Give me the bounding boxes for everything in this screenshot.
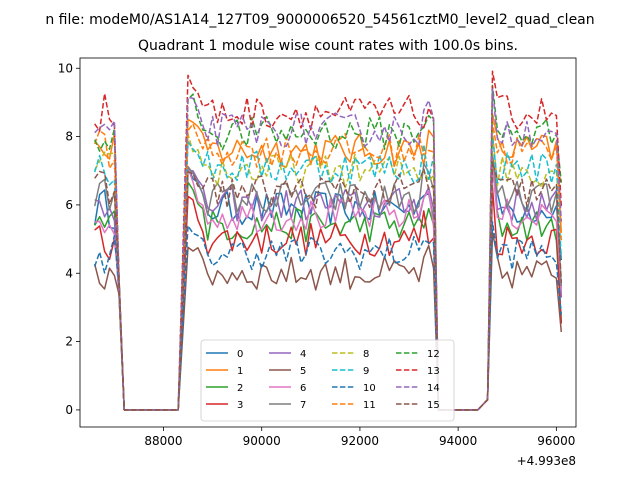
x-tick-label: 96000 bbox=[537, 434, 575, 448]
legend-label-8: 8 bbox=[363, 349, 369, 360]
legend-label-2: 2 bbox=[237, 383, 243, 394]
legend-frame bbox=[200, 339, 455, 422]
legend-label-9: 9 bbox=[363, 366, 369, 377]
y-tick-label: 0 bbox=[65, 403, 73, 417]
legend-label-6: 6 bbox=[300, 383, 306, 394]
x-offset-text: +4.993e8 bbox=[517, 454, 576, 468]
legend-label-15: 15 bbox=[427, 400, 440, 411]
axes-frame bbox=[79, 57, 577, 428]
x-tick-label: 90000 bbox=[243, 434, 281, 448]
y-tick-label: 6 bbox=[65, 198, 73, 212]
legend-label-3: 3 bbox=[237, 400, 243, 411]
series-line-15 bbox=[94, 161, 563, 411]
legend-label-10: 10 bbox=[363, 383, 376, 394]
legend-label-4: 4 bbox=[300, 349, 306, 360]
y-tick-label: 4 bbox=[65, 266, 73, 280]
series-line-10 bbox=[93, 221, 563, 411]
x-tick-label: 92000 bbox=[341, 434, 379, 448]
x-axis: 88000 90000 92000 94000 96000 bbox=[144, 427, 575, 448]
legend-label-14: 14 bbox=[427, 383, 440, 394]
legend-label-12: 12 bbox=[427, 349, 440, 360]
x-tick-label: 94000 bbox=[439, 434, 477, 448]
y-tick-label: 8 bbox=[65, 130, 73, 144]
legend-label-0: 0 bbox=[237, 349, 243, 360]
y-tick-label: 2 bbox=[65, 335, 73, 349]
figure-suptitle: n file: modeM0/AS1A14_127T09_9000006520_… bbox=[45, 12, 594, 28]
legend-label-13: 13 bbox=[427, 366, 440, 377]
legend-label-5: 5 bbox=[300, 366, 306, 377]
legend-label-1: 1 bbox=[237, 366, 243, 377]
legend-label-7: 7 bbox=[300, 400, 306, 411]
y-tick-label: 10 bbox=[58, 61, 73, 75]
chart-title: Quadrant 1 module wise count rates with … bbox=[138, 38, 518, 54]
y-axis: 0 2 4 6 8 10 bbox=[58, 61, 80, 417]
plot-lines bbox=[93, 70, 563, 411]
x-tick-label: 88000 bbox=[144, 434, 182, 448]
legend-label-11: 11 bbox=[363, 400, 376, 411]
